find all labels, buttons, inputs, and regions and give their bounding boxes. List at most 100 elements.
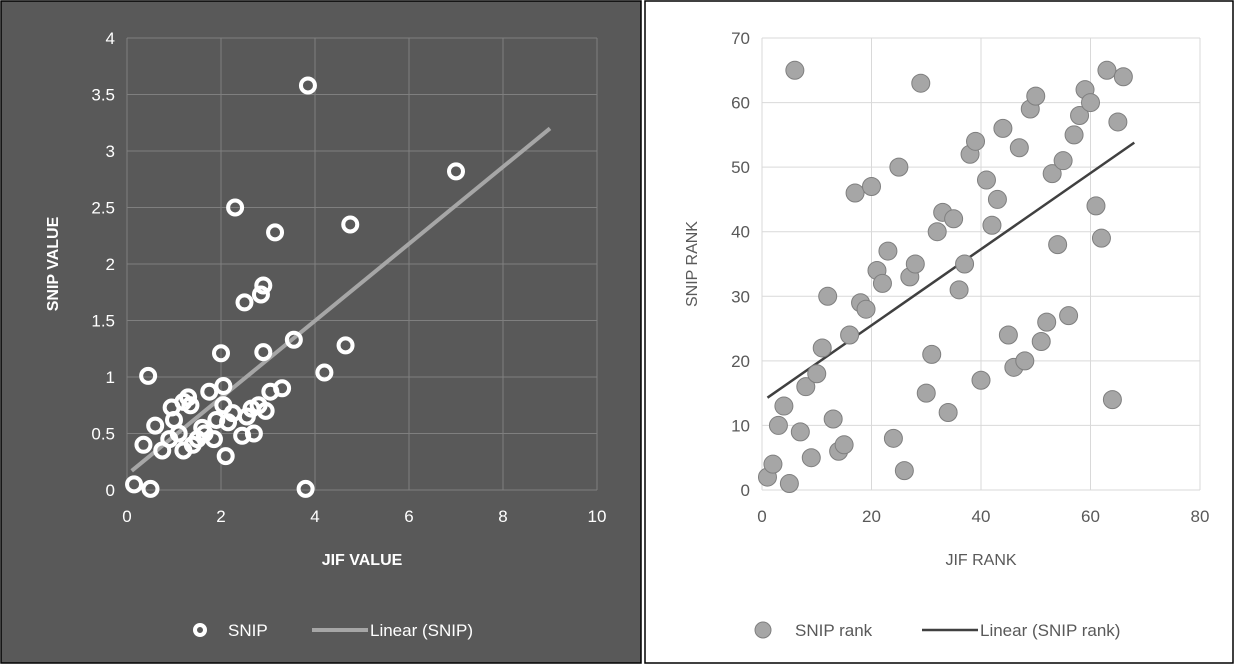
data-point — [254, 343, 273, 362]
y-axis-title: SNIP RANK — [684, 221, 701, 307]
y-tick-label: 70 — [731, 29, 750, 48]
data-point — [1042, 164, 1062, 184]
data-point — [336, 336, 355, 355]
data-point — [181, 396, 200, 415]
data-point — [971, 370, 991, 390]
data-point — [894, 461, 914, 481]
y-tick-label: 4 — [106, 29, 115, 48]
data-point — [1059, 306, 1079, 326]
data-point — [845, 183, 865, 203]
trendline — [130, 126, 552, 473]
data-point — [987, 189, 1007, 209]
data-point — [315, 363, 334, 382]
legend-label-series: SNIP — [228, 621, 268, 640]
jif-snip-value-chart: 0 0.5 1 1.5 2 2.5 3 3.5 4 0 2 4 6 8 10 JIF VALUE SNIP VA… — [0, 0, 642, 664]
y-tick-label: 40 — [731, 223, 750, 242]
x-tick-label: 20 — [862, 507, 881, 526]
data-point — [134, 435, 153, 454]
y-tick-label: 1.5 — [91, 312, 115, 331]
x-tick-label: 40 — [972, 507, 991, 526]
data-point — [883, 428, 903, 448]
data-point — [878, 241, 898, 261]
data-point — [938, 403, 958, 423]
y-tick-label: 50 — [731, 158, 750, 177]
data-point — [1081, 93, 1100, 113]
data-point — [993, 118, 1013, 138]
data-point — [1048, 235, 1068, 255]
data-point — [1064, 125, 1084, 145]
data-point — [801, 448, 821, 468]
data-point — [1026, 86, 1046, 106]
data-point — [1091, 228, 1111, 248]
data-point — [125, 475, 144, 494]
data-point — [141, 479, 160, 498]
data-point — [998, 325, 1018, 345]
data-point — [1086, 196, 1106, 216]
data-point — [812, 338, 832, 358]
y-tick-label: 2.5 — [91, 199, 115, 218]
x-axis-title: JIF VALUE — [322, 552, 403, 569]
y-tick-label: 2 — [106, 255, 115, 274]
data-point — [298, 76, 317, 95]
x-axis-title: JIF RANK — [945, 552, 1016, 569]
y-axis-title: SNIP VALUE — [45, 216, 62, 311]
data-point — [905, 254, 925, 274]
y-tick-label: 60 — [731, 94, 750, 113]
data-point — [251, 285, 270, 304]
data-point — [256, 401, 275, 420]
data-point — [927, 222, 947, 242]
trendline — [766, 141, 1136, 399]
data-point — [1053, 151, 1073, 171]
data-point — [840, 325, 860, 345]
data-point — [966, 131, 986, 151]
y-tick-label: 10 — [731, 416, 750, 435]
data-point — [296, 479, 315, 498]
data-point — [779, 474, 799, 494]
data-point — [976, 170, 996, 190]
data-point — [944, 209, 964, 229]
data-point — [1031, 331, 1051, 351]
data-point — [212, 344, 230, 363]
data-point — [179, 388, 198, 407]
data-point — [862, 177, 881, 197]
jif-snip-rank-chart: 0 10 20 30 40 50 60 70 0 20 40 60 80 JIF RANK SNIP RAN… — [644, 0, 1234, 664]
data-point — [807, 364, 827, 384]
x-tick-label: 8 — [498, 507, 507, 526]
data-point — [254, 276, 273, 295]
data-point — [1113, 67, 1133, 87]
legend-marker-icon — [754, 621, 772, 639]
data-point — [790, 422, 810, 442]
data-point — [447, 162, 465, 181]
y-tick-label: 0.5 — [91, 425, 115, 444]
data-point — [1015, 351, 1035, 371]
y-tick-label: 30 — [731, 287, 750, 306]
x-tick-label: 2 — [216, 507, 225, 526]
data-point — [146, 416, 165, 435]
data-point — [955, 254, 975, 274]
y-tick-label: 1 — [106, 368, 115, 387]
x-tick-label: 10 — [588, 507, 607, 526]
data-point — [266, 223, 285, 242]
data-point — [284, 330, 303, 349]
data-point — [796, 377, 816, 397]
x-tick-label: 4 — [310, 507, 319, 526]
data-point — [1108, 112, 1128, 132]
y-tick-label: 0 — [741, 481, 750, 500]
data-point — [774, 396, 794, 416]
data-point — [872, 273, 892, 293]
data-point — [1097, 60, 1117, 80]
data-point — [214, 377, 233, 396]
x-tick-label: 6 — [404, 507, 413, 526]
data-point — [911, 73, 931, 93]
x-tick-label: 0 — [122, 507, 131, 526]
chart-background — [0, 0, 642, 664]
data-point — [834, 435, 854, 455]
legend-label-series: SNIP rank — [795, 621, 873, 640]
data-point — [1102, 390, 1122, 410]
data-point — [235, 293, 254, 312]
y-tick-label: 3 — [106, 142, 115, 161]
data-point — [204, 430, 223, 449]
data-point — [1009, 138, 1029, 158]
data-point — [341, 215, 360, 234]
